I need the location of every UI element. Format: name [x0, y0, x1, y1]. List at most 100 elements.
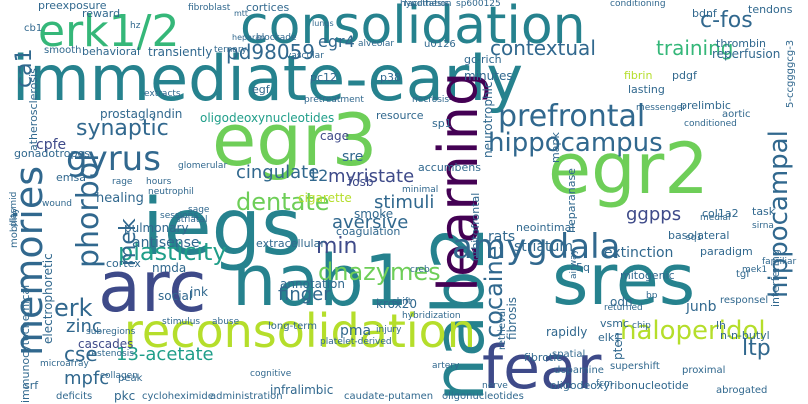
word-iegs: iegs [142, 183, 302, 273]
word-sirna: sirna [752, 221, 774, 231]
word-peak: peak [118, 373, 143, 384]
word-cortex: cortex [106, 257, 141, 270]
word-responsel: responsel [720, 295, 769, 306]
word-returned: returned [604, 303, 643, 313]
word-prostaglandin: prostaglandin [100, 107, 183, 121]
word-cb1: cb1 [24, 23, 43, 34]
word-oligonucleotides: oligonucleotides [442, 391, 524, 402]
word-erk1-2: erk1/2 [38, 6, 180, 57]
word-extracts: extracts [144, 89, 181, 99]
word-cage: cage [320, 129, 349, 143]
word-rapidly: rapidly [546, 325, 588, 339]
word-airway: airway [569, 249, 579, 279]
word-administration: administration [210, 391, 283, 402]
word-dnazymes: dnazymes [318, 258, 441, 286]
word-electrophoretic: electrophoretic [41, 253, 55, 344]
word-rats: rats [488, 229, 516, 245]
word-annotation: annotation [280, 277, 345, 291]
word-alveolar: alveolar [358, 39, 395, 49]
word-vsmc: vsmc [600, 317, 630, 330]
word-smoke: smoke [354, 207, 394, 221]
word-task: task [752, 205, 776, 218]
word-cpfe: cpfe [36, 137, 67, 153]
word-13-acetate: 13-acetate [116, 344, 214, 365]
word-mapk: mapk [549, 132, 562, 163]
word-abuse: abuse [212, 317, 240, 327]
word-neutrophil: neutrophil [148, 187, 194, 197]
word-transiently: transiently [148, 45, 213, 59]
word-cigarette: cigarette [298, 191, 352, 205]
word-reperfusion: reperfusion [712, 47, 781, 61]
word-artery: artery [432, 361, 460, 371]
word-subregions: subregions [86, 327, 136, 337]
word-hz: hz [130, 21, 141, 31]
word-zinc: zinc [66, 316, 102, 337]
word-atherosclerosis: atherosclerosis [27, 68, 40, 151]
word-injury: injury [376, 325, 402, 335]
word-neurotrophic: neurotrophic [481, 81, 495, 158]
word-spatial: spatial [552, 349, 586, 360]
word-proximal: proximal [682, 365, 726, 376]
word-platelet-derived: platelet-derived [320, 337, 392, 347]
word-sage: sage [188, 205, 210, 215]
word-heparan: heparan [232, 33, 266, 42]
word-minutes: minutes [464, 69, 513, 83]
word-plasmid: plasmid [9, 191, 19, 227]
word-fcm: fcm [596, 379, 613, 389]
word-emsa: emsa [56, 171, 86, 184]
word-pretreatment: pretreatment [304, 95, 364, 105]
word-cycloheximide: cycloheximide [142, 391, 214, 402]
word-behavioral: behavioral [82, 45, 141, 58]
word-deficits: deficits [56, 391, 93, 402]
word-heparanase: heparanase [565, 168, 578, 233]
word-fibrotic: fibrotic [524, 351, 563, 364]
word-5-ccggggcg-3: 5-ccggggcg-3 [785, 39, 796, 108]
word-nab1: nab1 [232, 240, 409, 322]
word-thrombin: thrombin [716, 37, 767, 50]
word-plasticity: plasticity [118, 238, 227, 266]
word-healing: healing [96, 191, 144, 206]
word-gc-rich: gc-rich [464, 53, 502, 66]
word-gonadotropes: gonadotropes [14, 147, 90, 160]
word-medial: medial [700, 213, 731, 223]
word-sq1: sq1 [686, 233, 703, 243]
word-immediate-early: immediate-early [12, 42, 524, 115]
word-egf: egf [252, 83, 270, 96]
word-odn: odn [610, 295, 633, 309]
word-accumbens: accumbens [418, 161, 481, 174]
word-sres: sres [552, 239, 696, 321]
word-extinction: extinction [604, 245, 674, 261]
word-pulmonary: pulmonary [124, 221, 189, 235]
word-krox20: krox20 [376, 297, 417, 311]
word-jnk: jnk [190, 285, 208, 299]
word-bp: bp [646, 291, 658, 301]
word-basolateral: basolateral [668, 229, 730, 242]
word-rage: rage [112, 177, 133, 187]
word-abrogated: abrogated [716, 385, 768, 396]
word-5q: 5q [576, 261, 590, 274]
word-caudate-putamen: caudate-putamen [344, 391, 434, 402]
word-ternary: ternary [214, 45, 247, 55]
word-egr3: egr3 [212, 98, 378, 182]
word-cse: cse [64, 342, 98, 366]
word-smooth: smooth [44, 45, 82, 56]
word-stimulus: stimulus [162, 317, 201, 327]
word-lungs: lungs [312, 19, 334, 28]
word-c-fos: c-fos [700, 8, 753, 33]
word-oligodeoxyribonucleotide: oligodeoxyribonucleotide [550, 379, 689, 392]
word-prefrontal: prefrontal [498, 99, 646, 134]
word-fibroblast: fibroblast [188, 3, 231, 13]
word-sp1: sp1 [432, 117, 452, 130]
word-conditioned: conditioned [684, 119, 737, 129]
word-extracellular: extracellular [256, 237, 325, 250]
word-tendons: tendons [748, 3, 793, 16]
word-shift: shift [392, 297, 412, 307]
word-ltp: ltp [742, 336, 771, 361]
word-junb: junb [686, 299, 717, 315]
word-collagen: collagen [100, 371, 138, 381]
word-striatal: striatal [176, 215, 208, 225]
word-reward: reward [82, 7, 121, 20]
word-familiar: familiar [762, 257, 797, 267]
word-fibrin: fibrin [624, 69, 653, 82]
